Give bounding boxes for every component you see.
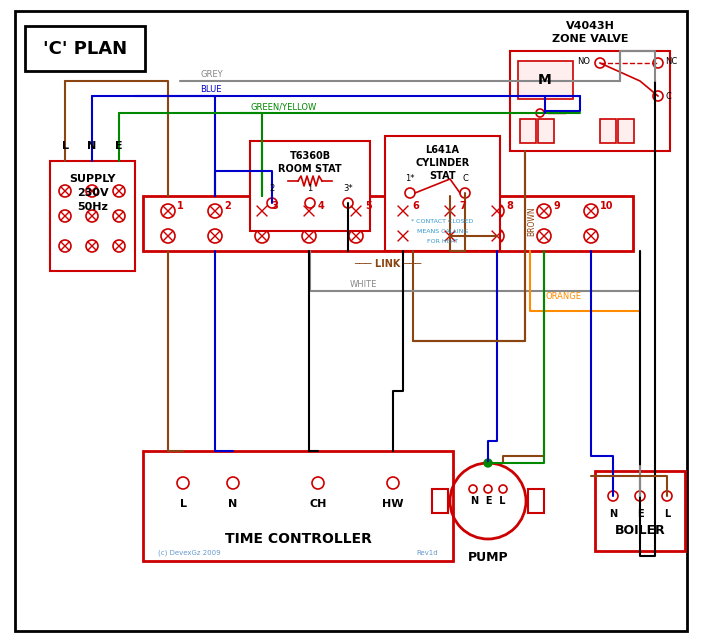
Text: 1: 1 bbox=[307, 184, 312, 193]
Bar bbox=[520, 119, 536, 143]
Text: T6360B: T6360B bbox=[289, 151, 331, 161]
Text: PUMP: PUMP bbox=[468, 551, 508, 564]
Text: E: E bbox=[637, 509, 643, 519]
Text: 6: 6 bbox=[412, 201, 419, 211]
Text: L: L bbox=[664, 509, 670, 519]
Text: 2: 2 bbox=[224, 201, 231, 211]
Text: N: N bbox=[609, 509, 617, 519]
Text: 2: 2 bbox=[270, 184, 274, 193]
Text: 9: 9 bbox=[553, 201, 559, 211]
Text: SUPPLY: SUPPLY bbox=[69, 174, 116, 184]
FancyBboxPatch shape bbox=[595, 471, 685, 551]
Text: 50Hz: 50Hz bbox=[77, 202, 108, 212]
Circle shape bbox=[484, 459, 492, 467]
Text: NC: NC bbox=[665, 56, 677, 65]
Text: NO: NO bbox=[577, 56, 590, 65]
Text: CH: CH bbox=[310, 499, 326, 509]
Text: * CONTACT CLOSED: * CONTACT CLOSED bbox=[411, 219, 474, 224]
Text: 10: 10 bbox=[600, 201, 614, 211]
FancyBboxPatch shape bbox=[518, 61, 573, 99]
Text: 5: 5 bbox=[365, 201, 372, 211]
Text: N: N bbox=[87, 141, 97, 151]
Text: C: C bbox=[462, 174, 468, 183]
Text: 'C' PLAN: 'C' PLAN bbox=[43, 40, 127, 58]
Text: V4043H: V4043H bbox=[566, 21, 614, 31]
Text: MEANS CALLING: MEANS CALLING bbox=[417, 228, 468, 233]
FancyBboxPatch shape bbox=[143, 196, 633, 251]
Text: STAT: STAT bbox=[429, 171, 456, 181]
Text: Rev1d: Rev1d bbox=[416, 550, 438, 556]
Bar bbox=[528, 489, 544, 513]
FancyBboxPatch shape bbox=[50, 161, 135, 271]
Text: WHITE: WHITE bbox=[350, 280, 378, 289]
Bar bbox=[538, 119, 554, 143]
FancyBboxPatch shape bbox=[250, 141, 370, 231]
Text: 7: 7 bbox=[459, 201, 465, 211]
Text: ─── LINK ───: ─── LINK ─── bbox=[355, 259, 422, 269]
Text: GREEN/YELLOW: GREEN/YELLOW bbox=[250, 102, 316, 111]
Text: N  E  L: N E L bbox=[471, 496, 505, 506]
FancyBboxPatch shape bbox=[385, 136, 500, 251]
Text: C: C bbox=[665, 92, 671, 101]
FancyBboxPatch shape bbox=[510, 51, 670, 151]
Text: L: L bbox=[62, 141, 69, 151]
Text: ORANGE: ORANGE bbox=[545, 292, 581, 301]
Text: BLUE: BLUE bbox=[200, 85, 222, 94]
Text: 1*: 1* bbox=[405, 174, 415, 183]
Text: 4: 4 bbox=[318, 201, 325, 211]
Text: E: E bbox=[115, 141, 123, 151]
Text: CYLINDER: CYLINDER bbox=[416, 158, 470, 168]
Bar bbox=[618, 119, 634, 143]
Text: ROOM STAT: ROOM STAT bbox=[278, 164, 342, 174]
Text: L641A: L641A bbox=[425, 145, 460, 155]
Text: 3*: 3* bbox=[343, 184, 353, 193]
Text: 3: 3 bbox=[271, 201, 278, 211]
Text: BOILER: BOILER bbox=[615, 524, 665, 538]
Text: M: M bbox=[538, 73, 552, 87]
Text: 8: 8 bbox=[506, 201, 513, 211]
Text: GREY: GREY bbox=[200, 70, 223, 79]
Text: 1: 1 bbox=[177, 201, 184, 211]
Bar bbox=[432, 489, 448, 513]
Text: N: N bbox=[228, 499, 237, 509]
FancyBboxPatch shape bbox=[25, 26, 145, 71]
Text: HW: HW bbox=[383, 499, 404, 509]
FancyBboxPatch shape bbox=[15, 11, 687, 631]
Text: TIME CONTROLLER: TIME CONTROLLER bbox=[225, 532, 371, 546]
Text: FOR HEAT: FOR HEAT bbox=[427, 238, 458, 244]
Text: (c) DevexGz 2009: (c) DevexGz 2009 bbox=[158, 550, 220, 556]
Bar bbox=[600, 119, 616, 143]
Text: BROWN: BROWN bbox=[527, 206, 536, 236]
Text: L: L bbox=[180, 499, 187, 509]
FancyBboxPatch shape bbox=[143, 451, 453, 561]
Text: ZONE VALVE: ZONE VALVE bbox=[552, 34, 628, 44]
Text: 230V: 230V bbox=[77, 188, 108, 198]
